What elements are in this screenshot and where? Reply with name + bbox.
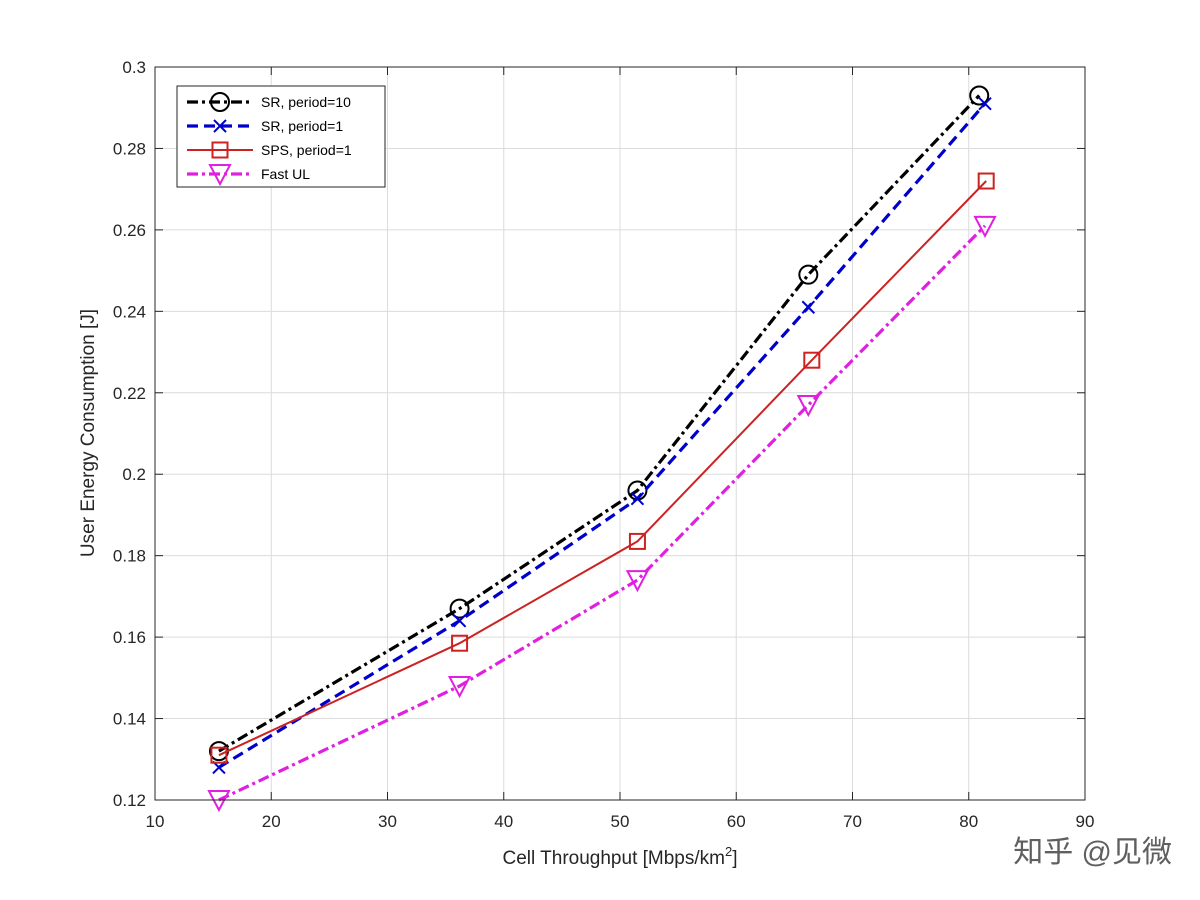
x-tick-label: 40 [494,812,513,831]
series-1 [208,85,990,762]
x-marker-stroke [213,119,227,133]
x-marker-stroke [801,300,816,314]
data-point [449,598,470,619]
data-point [803,351,821,369]
series-line [218,224,987,802]
x-axis-label-superscript: 2 [725,844,732,859]
legend-marker [211,141,229,159]
legend-entry: SR, period=10 [187,92,351,112]
legend-entry: SR, period=1 [187,118,343,134]
ticks: 10 20 30 40 50 60 70 80 90 0.12 0.14 0.16 0.18 0.2 0.2… [113,58,1095,831]
x-tick-label: 80 [959,812,978,831]
x-marker-stroke [630,491,645,506]
data-point [630,491,645,506]
data-point [796,394,820,418]
data-point [798,264,819,285]
y-tick-label: 0.18 [113,547,146,566]
y-tick-label: 0.26 [113,221,146,240]
y-tick-label: 0.16 [113,628,146,647]
legend-marker [213,119,227,133]
y-tick-label: 0.28 [113,139,146,158]
watermark-text: 知乎 @见微 [1013,836,1172,869]
grid [155,67,1085,800]
x-marker-stroke [978,96,992,111]
data-point [452,614,467,628]
legend-label: Fast UL [261,166,310,182]
data-point [973,215,997,238]
data-point [628,532,646,550]
y-tick-label: 0.14 [113,710,146,729]
legend: SR, period=10 SR, period=1 SPS, period=1 Fa… [176,85,386,188]
x-tick-label: 30 [378,812,397,831]
legend-entry: Fast UL [187,164,310,187]
legend-label: SPS, period=1 [261,142,352,158]
legend-marker [208,164,232,187]
data-point [447,675,472,699]
y-tick-label: 0.12 [113,791,146,810]
y-tick-label: 0.3 [122,58,146,77]
x-tick-label: 10 [146,812,165,831]
data-point [801,300,816,314]
data-point [210,746,228,764]
legend-marker [210,92,230,112]
x-marker-stroke [452,614,467,628]
y-axis-label: User Energy Consumption [J] [78,309,99,557]
x-tick-label: 70 [843,812,862,831]
x-axis-label: Cell Throughput [Mbps/km2] [503,844,738,869]
x-tick-label: 20 [262,812,281,831]
x-tick-label: 50 [611,812,630,831]
legend-entry: SPS, period=1 [187,141,352,159]
x-axis-label-end: ] [732,848,737,869]
y-tick-label: 0.2 [122,465,146,484]
data-point [969,85,990,106]
x-tick-label: 60 [727,812,746,831]
data-point [625,570,650,593]
series-3 [210,172,995,764]
legend-label: SR, period=10 [261,94,351,110]
series-line [218,94,981,753]
y-tick-label: 0.22 [113,384,146,403]
x-tick-label: 90 [1076,812,1095,831]
data-point [978,96,992,111]
legend-label: SR, period=1 [261,118,343,134]
series-layer [207,85,997,813]
data-point [451,634,469,652]
data-point [977,172,995,190]
y-tick-label: 0.24 [113,302,146,321]
series-line [218,180,987,757]
